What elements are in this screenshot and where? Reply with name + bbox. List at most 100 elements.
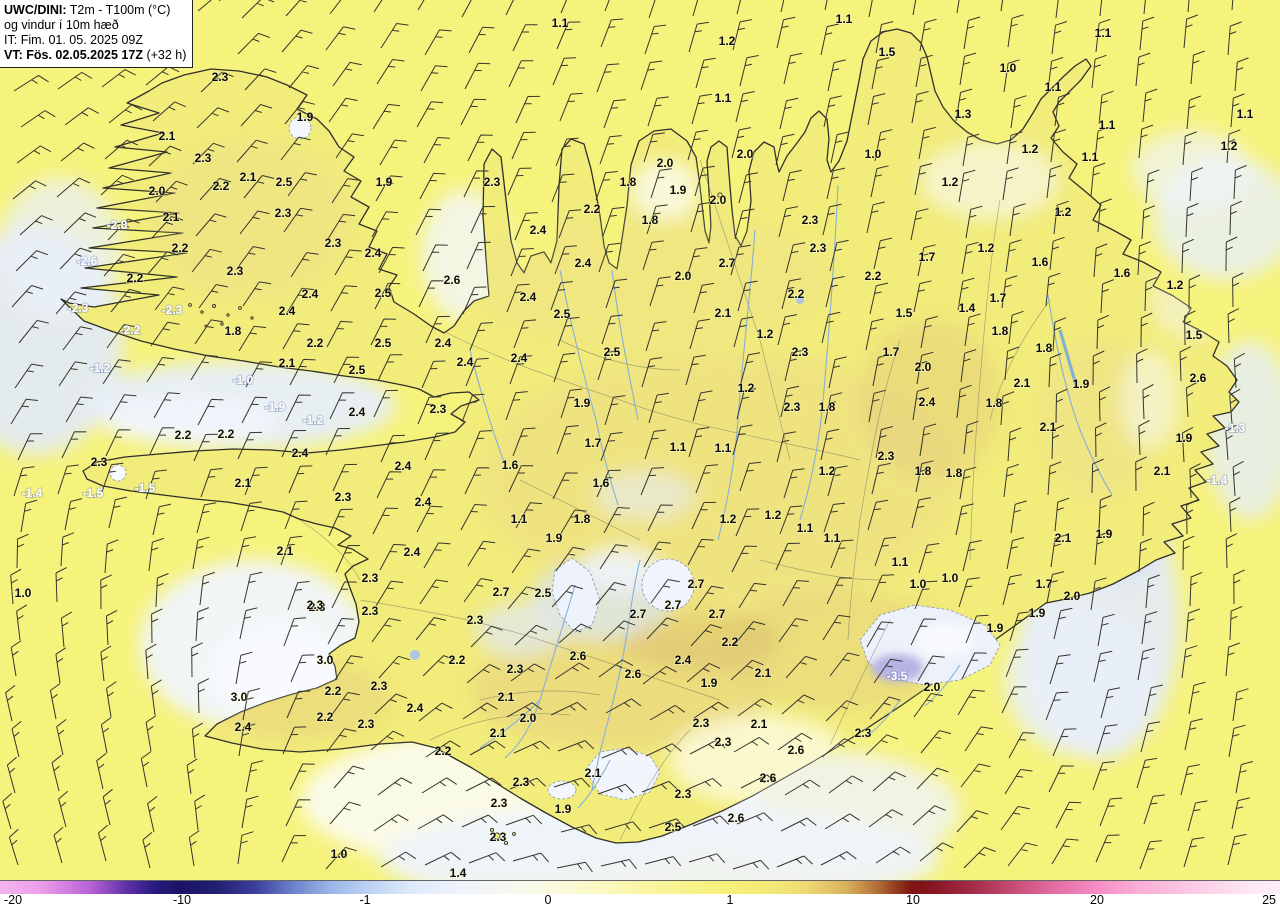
temperature-value-label: 1.1 bbox=[1099, 118, 1116, 132]
temperature-value-label: 2.2 bbox=[127, 271, 144, 285]
eyjafjallajokull-glacier bbox=[547, 780, 577, 800]
temperature-value-label: 2.3 bbox=[491, 796, 508, 810]
temperature-value-label: 2.3 bbox=[212, 70, 229, 84]
temperature-value-label: -1.3 bbox=[1225, 421, 1246, 435]
init-time: Fim. 01. 05. 2025 09Z bbox=[20, 33, 143, 47]
temperature-value-label: 1.1 bbox=[552, 16, 569, 30]
temperature-value-label: 2.3 bbox=[335, 490, 352, 504]
title-line-init: IT: Fim. 01. 05. 2025 09Z bbox=[4, 33, 186, 48]
temperature-value-label: -1.2 bbox=[90, 361, 111, 375]
temperature-value-label: 1.1 bbox=[892, 555, 909, 569]
vatnajokull-cold-core bbox=[871, 654, 923, 682]
temperature-value-label: 1.5 bbox=[879, 45, 896, 59]
temperature-value-label: 2.7 bbox=[493, 585, 510, 599]
myrdalsjokull-glacier bbox=[584, 747, 661, 801]
temperature-value-label: 1.8 bbox=[915, 464, 932, 478]
temperature-value-label: 2.4 bbox=[675, 653, 692, 667]
temperature-value-label: 1.7 bbox=[919, 250, 936, 264]
temperature-value-label: 1.9 bbox=[376, 175, 393, 189]
temperature-value-label: 2.2 bbox=[317, 710, 334, 724]
colorbar-gradient bbox=[0, 880, 1280, 894]
temperature-value-label: 1.8 bbox=[574, 512, 591, 526]
temperature-value-label: 2.0 bbox=[520, 711, 537, 725]
temperature-value-label: -2.3 bbox=[162, 303, 183, 317]
temperature-value-label: 1.1 bbox=[1045, 80, 1062, 94]
temperature-value-label: 2.2 bbox=[325, 684, 342, 698]
temperature-value-label: 1.2 bbox=[978, 241, 995, 255]
temperature-value-label: 1.9 bbox=[574, 396, 591, 410]
temperature-value-label: 1.8 bbox=[946, 466, 963, 480]
temperature-value-label: -1.4 bbox=[22, 486, 43, 500]
temperature-value-label: -1.5 bbox=[83, 486, 104, 500]
temperature-value-label: 1.2 bbox=[738, 381, 755, 395]
temperature-value-label: -2.8 bbox=[107, 218, 128, 232]
temperature-value-label: 2.3 bbox=[325, 236, 342, 250]
temperature-value-label: 1.9 bbox=[1073, 377, 1090, 391]
temperature-value-label: 2.0 bbox=[915, 360, 932, 374]
product-name: UWC/DINI: bbox=[4, 3, 67, 17]
temperature-value-label: 1.1 bbox=[1237, 107, 1254, 121]
temperature-value-label: 1.8 bbox=[620, 175, 637, 189]
temperature-value-label: 2.5 bbox=[375, 286, 392, 300]
temperature-value-label: 2.4 bbox=[511, 351, 528, 365]
temperature-value-label: 1.2 bbox=[719, 34, 736, 48]
temperature-value-label: 2.2 bbox=[213, 179, 230, 193]
temperature-value-label: 2.3 bbox=[362, 571, 379, 585]
temperature-value-label: 2.5 bbox=[375, 336, 392, 350]
temperature-value-label: 1.1 bbox=[715, 441, 732, 455]
temperature-value-label: 2.0 bbox=[149, 184, 166, 198]
temperature-value-label: 1.2 bbox=[942, 175, 959, 189]
temperature-value-label: 2.2 bbox=[788, 287, 805, 301]
temperature-value-label: 2.6 bbox=[625, 667, 642, 681]
skjalfandafljot-river bbox=[717, 229, 756, 541]
temperature-value-label: -1.9 bbox=[265, 400, 286, 414]
colorbar-tick-label: 20 bbox=[1090, 893, 1104, 907]
temperature-value-label: 1.6 bbox=[1032, 255, 1049, 269]
temperature-value-label: 2.0 bbox=[710, 193, 727, 207]
temperature-value-label: 1.8 bbox=[225, 324, 242, 338]
temperature-value-label: 2.3 bbox=[810, 241, 827, 255]
blanda-river bbox=[559, 269, 619, 506]
temperature-value-label: 2.3 bbox=[195, 151, 212, 165]
temperature-value-label: 1.2 bbox=[1167, 278, 1184, 292]
temperature-value-label: 1.0 bbox=[942, 571, 959, 585]
temperature-value-label: 1.1 bbox=[797, 521, 814, 535]
wind-barb-glyphs bbox=[2, 0, 1254, 873]
temperature-value-label: 1.9 bbox=[297, 110, 314, 124]
temperature-value-label: 2.5 bbox=[349, 363, 366, 377]
temperature-value-label: -3.5 bbox=[887, 669, 908, 683]
temperature-value-label: 2.3 bbox=[275, 206, 292, 220]
temperature-value-label: 2.1 bbox=[1014, 376, 1031, 390]
temperature-value-label: 2.7 bbox=[630, 607, 647, 621]
temperature-value-label: 2.1 bbox=[715, 306, 732, 320]
temperature-value-label: 2.0 bbox=[1064, 589, 1081, 603]
temperature-value-label: 2.1 bbox=[1040, 420, 1057, 434]
temperature-labels-layer: 2.3 1.9 2.1 2.3 2.1 2.2 2.5 1.9 2.0 2.3 2.1 2.3 2.4 2… bbox=[14, 11, 1255, 880]
temperature-value-label: 1.9 bbox=[670, 183, 687, 197]
temperature-value-label: -2.3 bbox=[68, 301, 89, 315]
temperature-value-label: 1.8 bbox=[986, 396, 1003, 410]
colorbar-tick-labels: -20 -10 -1 0 1 10 20 25 bbox=[0, 894, 1280, 908]
temperature-value-label: 1.2 bbox=[819, 464, 836, 478]
temperature-value-label: -1.5 bbox=[135, 481, 156, 495]
temperature-value-label: 2.2 bbox=[435, 744, 452, 758]
temperature-value-label: 1.9 bbox=[1096, 527, 1113, 541]
temperature-value-label: 2.3 bbox=[484, 175, 501, 189]
temperature-value-label: 2.1 bbox=[755, 666, 772, 680]
temperature-value-label: 1.2 bbox=[757, 327, 774, 341]
temperature-value-label: 2.2 bbox=[175, 428, 192, 442]
temperature-value-label: 1.8 bbox=[1036, 341, 1053, 355]
temperature-value-label: 2.4 bbox=[395, 459, 412, 473]
temperature-value-label: -1.2 bbox=[303, 413, 324, 427]
temperature-value-label: 2.1 bbox=[498, 690, 515, 704]
rivers bbox=[410, 184, 1113, 809]
temperature-value-label: 2.4 bbox=[302, 287, 319, 301]
temperature-value-label: 2.4 bbox=[575, 256, 592, 270]
temperature-value-label: 2.1 bbox=[163, 210, 180, 224]
langjokull-glacier bbox=[551, 557, 601, 633]
temperature-value-label: 1.3 bbox=[955, 107, 972, 121]
temperature-value-label: 2.3 bbox=[227, 264, 244, 278]
temperature-value-label: 2.0 bbox=[737, 147, 754, 161]
temperature-value-label: 1.4 bbox=[959, 301, 976, 315]
interior-boundaries bbox=[299, 159, 1051, 841]
